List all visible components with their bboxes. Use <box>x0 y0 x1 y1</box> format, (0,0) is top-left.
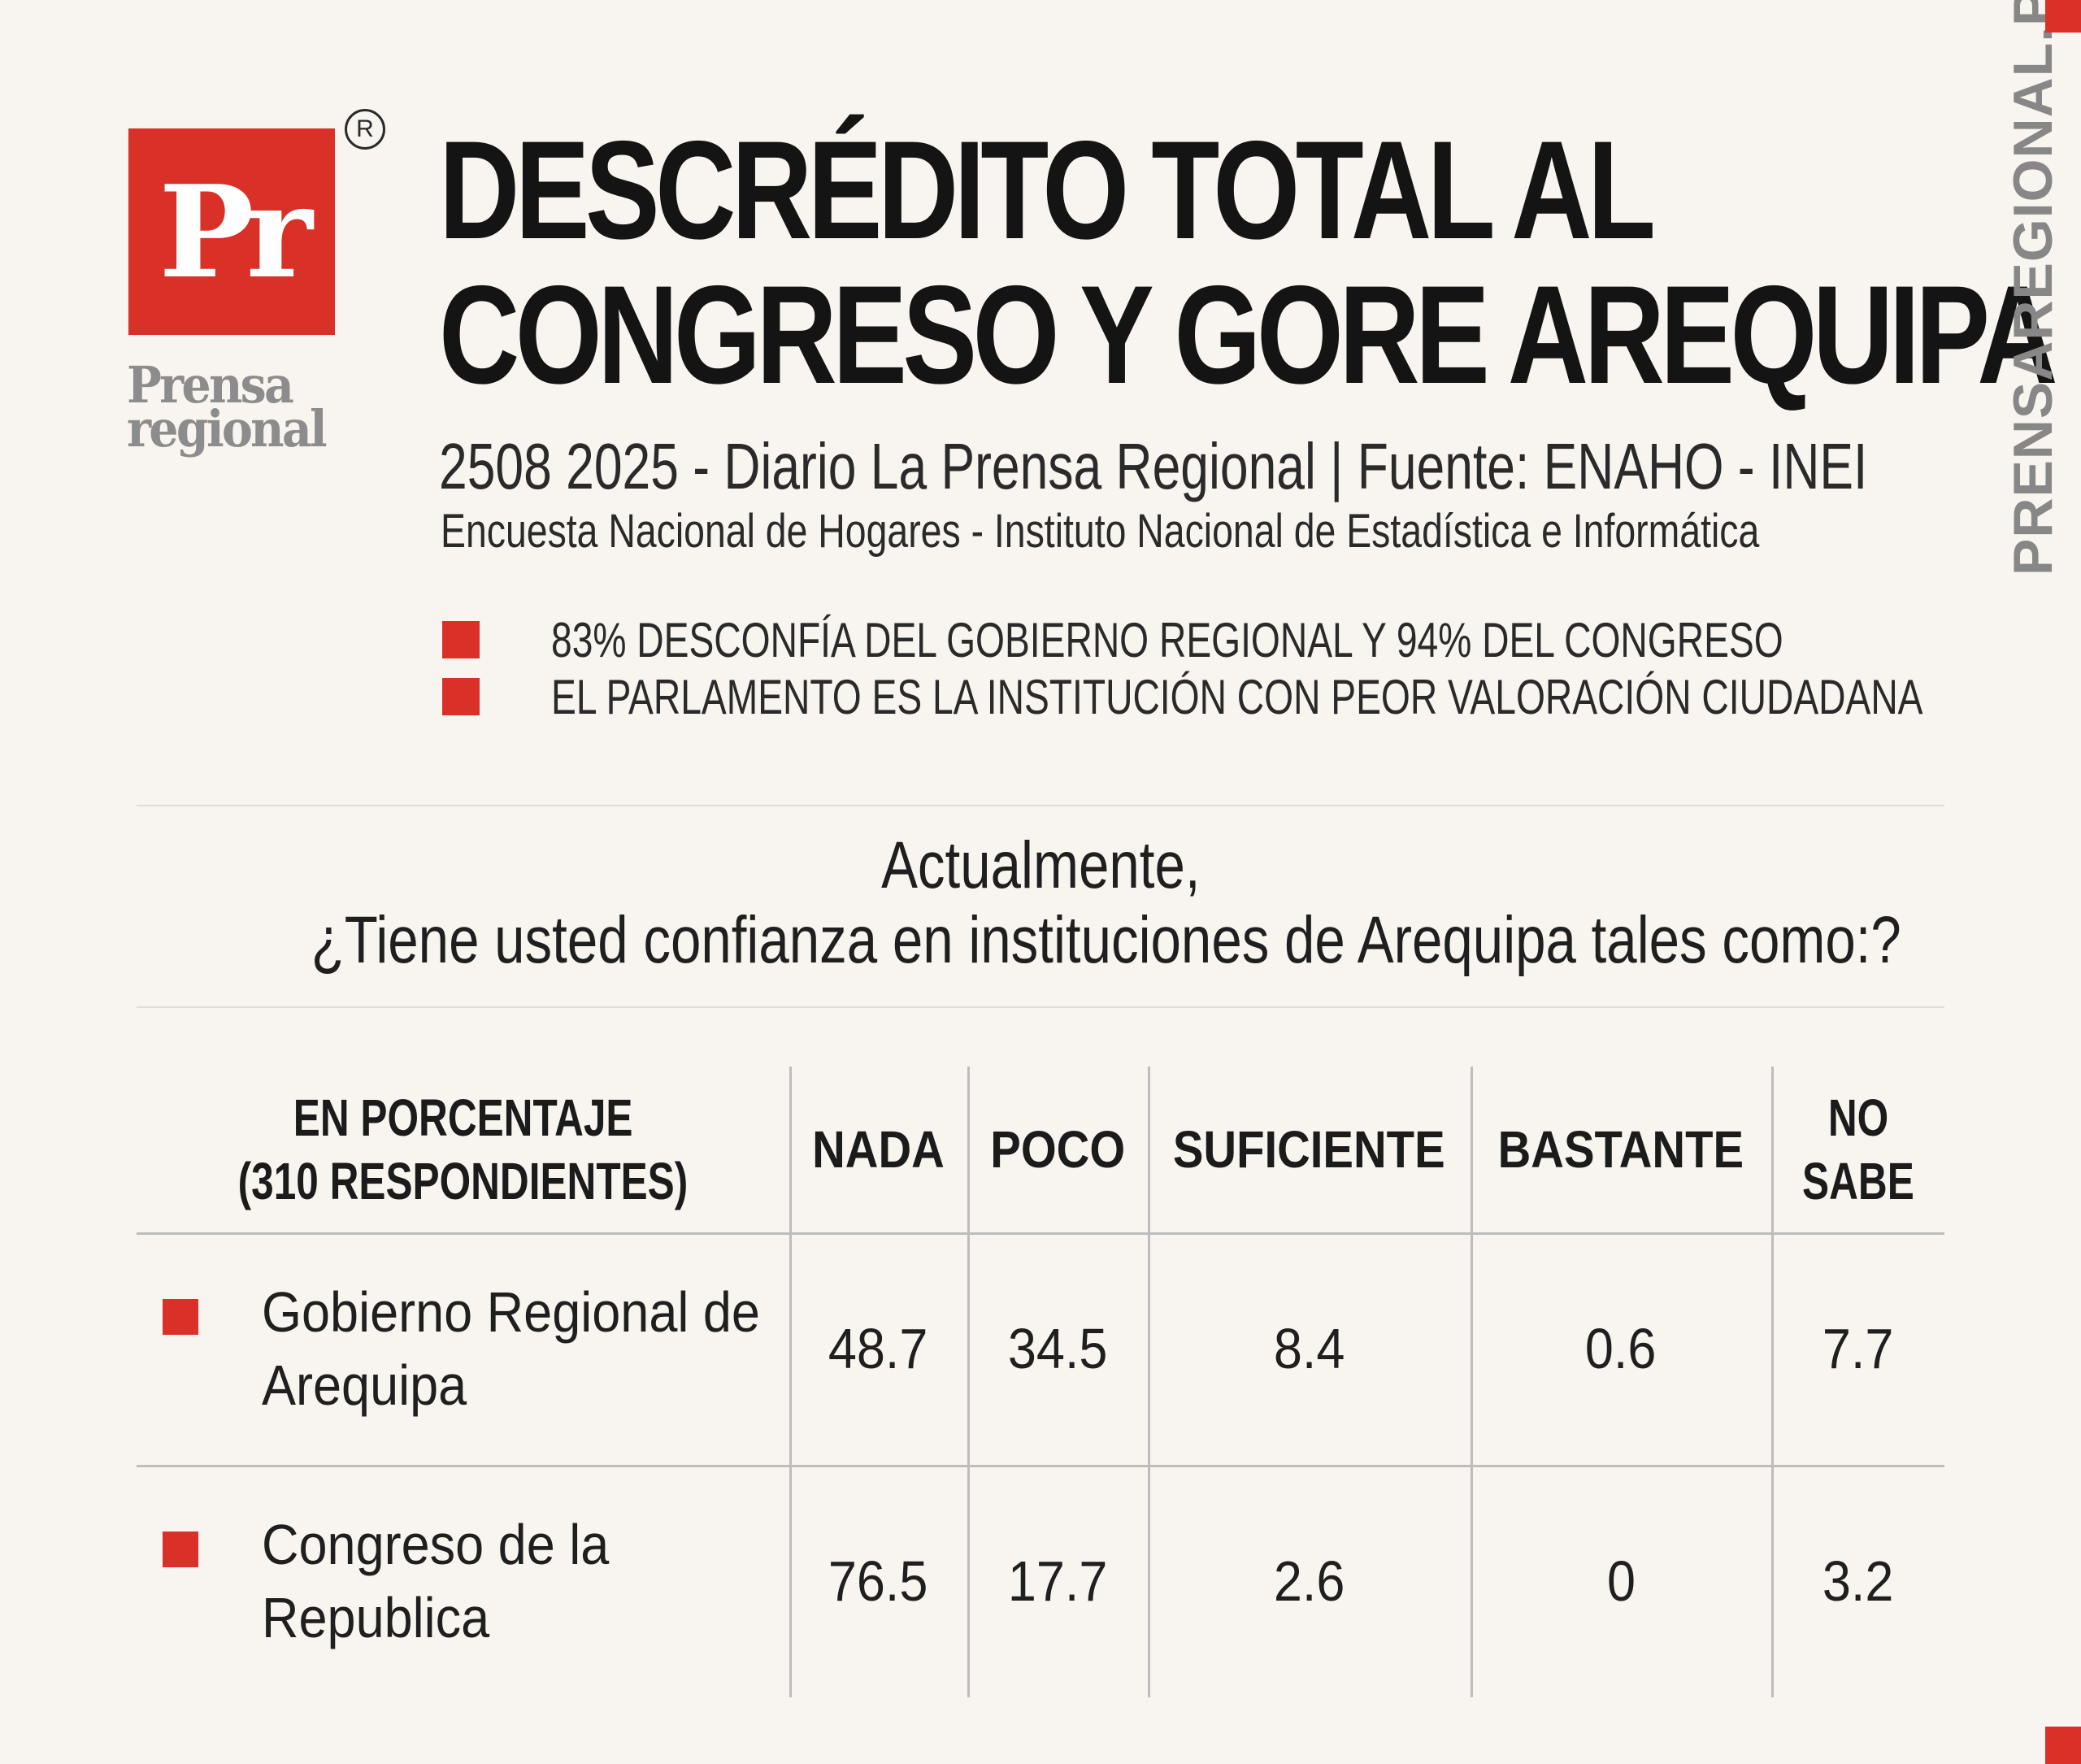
table-cell: 0 <box>1606 1549 1636 1613</box>
highlight-text: EL PARLAMENTO ES LA INSTITUCIÓN CON PEOR… <box>551 669 1923 724</box>
headline-line1: DESCRÉDITO TOTAL AL <box>439 112 1656 268</box>
divider <box>137 805 1944 806</box>
brand-logo: Pr <box>128 128 335 335</box>
table-cell: 17.7 <box>1007 1549 1108 1613</box>
table-cell: 0.6 <box>1585 1317 1657 1380</box>
row-bullet-icon <box>163 1532 198 1567</box>
highlight-item: 83% DESCONFÍA DEL GOBIERNO REGIONAL Y 94… <box>442 611 2081 668</box>
question-line1: Actualmente, <box>880 828 1201 902</box>
table-cell: 2.6 <box>1273 1549 1345 1613</box>
column-divider <box>1148 1067 1150 1697</box>
column-divider <box>967 1067 970 1697</box>
logo-wordmark-line2: regional <box>127 399 328 458</box>
corner-accent-top <box>2045 0 2081 33</box>
source-description: Encuesta Nacional de Hogares - Instituto… <box>441 505 1760 558</box>
column-divider <box>789 1067 792 1697</box>
table-cell: 76.5 <box>828 1549 928 1613</box>
registered-icon: R <box>345 109 385 150</box>
column-header-poco: POCO <box>990 1120 1125 1179</box>
column-header-suficiente: SUFICIENTE <box>1173 1120 1445 1179</box>
logo-mark: Pr <box>159 157 312 306</box>
headline: DESCRÉDITO TOTAL AL CONGRESO Y GORE AREQ… <box>439 112 2058 413</box>
column-header-bastante: BASTANTE <box>1497 1120 1744 1179</box>
table-cell: 3.2 <box>1822 1549 1894 1613</box>
bullet-square-icon <box>442 621 480 658</box>
column-divider <box>1471 1067 1473 1697</box>
row-bullet-icon <box>163 1299 198 1335</box>
table-cell: 34.5 <box>1007 1317 1108 1380</box>
highlights-list: 83% DESCONFÍA DEL GOBIERNO REGIONAL Y 94… <box>442 611 2081 725</box>
row-divider <box>137 1465 1944 1467</box>
row-label-gobierno-regional: Gobierno Regional de Arequipa <box>262 1280 760 1417</box>
table-cell: 7.7 <box>1822 1317 1894 1380</box>
label-column-header: EN PORCENTAJE (310 RESPONDIENTES) <box>237 1088 689 1210</box>
corner-accent-bottom <box>2045 1727 2081 1764</box>
bullet-square-icon <box>442 678 480 715</box>
row-divider <box>137 1232 1944 1235</box>
confidence-table: EN PORCENTAJE (310 RESPONDIENTES) NADA P… <box>137 1067 1944 1697</box>
column-header-no-sabe: NO SABE <box>1801 1088 1914 1210</box>
column-divider <box>1771 1067 1774 1697</box>
table-cell: 8.4 <box>1273 1317 1345 1380</box>
divider <box>137 1006 1944 1008</box>
headline-line2: CONGRESO Y GORE AREQUIPA <box>439 257 2058 413</box>
question-line2: ¿Tiene usted confianza en instituciones … <box>311 903 1901 977</box>
table-cell: 48.7 <box>828 1317 928 1380</box>
side-url: PRENSAREGIONAL.PE <box>2002 0 2064 576</box>
highlight-item: EL PARLAMENTO ES LA INSTITUCIÓN CON PEOR… <box>442 668 2081 725</box>
dateline: 2508 2025 - Diario La Prensa Regional | … <box>439 430 1868 502</box>
logo-wordmark-line1: Prensa <box>127 355 294 415</box>
highlight-text: 83% DESCONFÍA DEL GOBIERNO REGIONAL Y 94… <box>551 612 1783 667</box>
row-label-congreso: Congreso de la Republica <box>262 1513 610 1649</box>
column-header-nada: NADA <box>812 1120 945 1179</box>
